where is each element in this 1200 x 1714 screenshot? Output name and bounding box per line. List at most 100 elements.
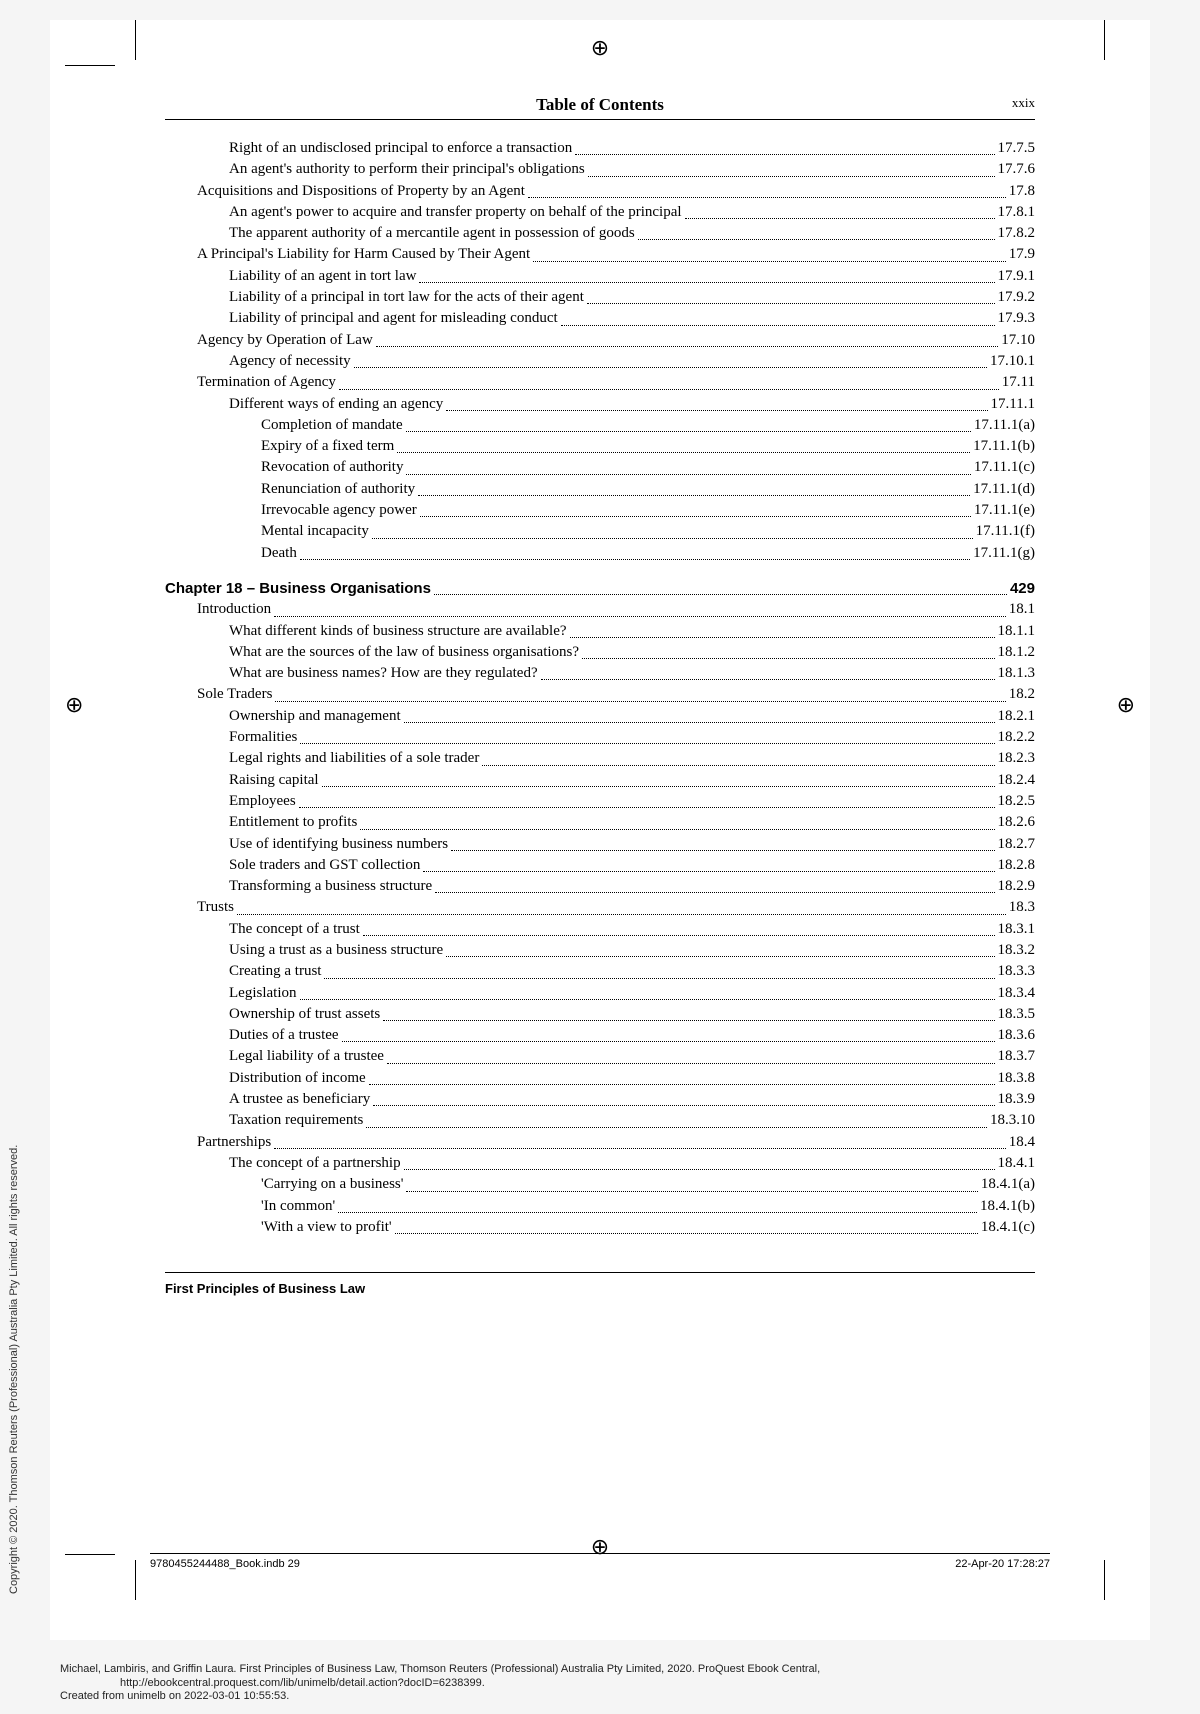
- toc-ref: 18.3.7: [998, 1046, 1036, 1067]
- toc-ref: 18.2.6: [998, 812, 1036, 833]
- toc-leader-dots: [342, 1025, 995, 1042]
- toc-leader-dots: [588, 159, 995, 176]
- toc-row: Use of identifying business numbers18.2.…: [229, 834, 1035, 855]
- toc-ref: 18.3.2: [998, 940, 1036, 961]
- toc-row: Legal liability of a trustee18.3.7: [229, 1046, 1035, 1067]
- toc-row: Agency of necessity17.10.1: [229, 351, 1035, 372]
- toc-row: A Principal's Liability for Harm Caused …: [197, 244, 1035, 265]
- toc-ref: 17.10: [1001, 330, 1035, 351]
- toc-label: The concept of a trust: [229, 919, 360, 940]
- toc-leader-dots: [446, 940, 994, 957]
- toc-row: 'Carrying on a business'18.4.1(a): [261, 1174, 1035, 1195]
- toc-row: What are the sources of the law of busin…: [229, 642, 1035, 663]
- toc-ref: 18.2: [1009, 684, 1035, 705]
- toc-row: 'With a view to profit'18.4.1(c): [261, 1217, 1035, 1238]
- page-title: Table of Contents: [165, 95, 1035, 115]
- toc-label: 'Carrying on a business': [261, 1174, 403, 1195]
- toc-label: Taxation requirements: [229, 1110, 363, 1131]
- toc-label: Death: [261, 543, 297, 564]
- toc-leader-dots: [322, 770, 995, 787]
- toc-ref: 18.4.1: [998, 1153, 1036, 1174]
- toc-leader-dots: [397, 436, 970, 453]
- toc-label: The apparent authority of a mercantile a…: [229, 223, 635, 244]
- toc-leader-dots: [376, 330, 998, 347]
- toc-leader-dots: [434, 578, 1007, 595]
- toc-leader-dots: [587, 287, 995, 304]
- toc-leader-dots: [369, 1068, 995, 1085]
- toc-leader-dots: [404, 706, 995, 723]
- toc-ref: 18.3.3: [998, 961, 1036, 982]
- toc-ref: 18.2.3: [998, 748, 1036, 769]
- toc-row: Chapter 18 – Business Organisations429: [165, 578, 1035, 599]
- toc-ref: 18.3.6: [998, 1025, 1036, 1046]
- toc-row: The concept of a trust18.3.1: [229, 919, 1035, 940]
- toc-row: Death17.11.1(g): [261, 543, 1035, 564]
- toc-row: Renunciation of authority17.11.1(d): [261, 479, 1035, 500]
- toc-row: Agency by Operation of Law17.10: [197, 330, 1035, 351]
- toc-row: An agent's power to acquire and transfer…: [229, 202, 1035, 223]
- toc-label: Transforming a business structure: [229, 876, 432, 897]
- toc-row: Revocation of authority17.11.1(c): [261, 457, 1035, 478]
- toc-label: Ownership of trust assets: [229, 1004, 380, 1025]
- toc-leader-dots: [404, 1153, 995, 1170]
- toc-label: Raising capital: [229, 770, 319, 791]
- toc-label: Employees: [229, 791, 296, 812]
- toc-label: Partnerships: [197, 1132, 271, 1153]
- toc-label: Different ways of ending an agency: [229, 394, 443, 415]
- toc-leader-dots: [338, 1196, 977, 1213]
- toc-ref: 18.3: [1009, 897, 1035, 918]
- toc-ref: 18.3.10: [990, 1110, 1035, 1131]
- toc-label: An agent's power to acquire and transfer…: [229, 202, 682, 223]
- toc-leader-dots: [423, 855, 994, 872]
- toc-ref: 18.3.4: [998, 983, 1036, 1004]
- toc-row: Legislation18.3.4: [229, 983, 1035, 1004]
- toc-row: The concept of a partnership18.4.1: [229, 1153, 1035, 1174]
- toc-leader-dots: [372, 521, 973, 538]
- footer-rule: [165, 1272, 1035, 1273]
- toc-label: Introduction: [197, 599, 271, 620]
- toc-ref: 18.4.1(b): [980, 1196, 1035, 1217]
- toc-leader-dots: [300, 543, 970, 560]
- toc-ref: 17.9.1: [998, 266, 1036, 287]
- toc-label: What are the sources of the law of busin…: [229, 642, 579, 663]
- toc-leader-dots: [395, 1217, 978, 1234]
- toc-label: Creating a trust: [229, 961, 321, 982]
- toc-ref: 17.9.2: [998, 287, 1036, 308]
- toc-row: Irrevocable agency power17.11.1(e): [261, 500, 1035, 521]
- toc-leader-dots: [299, 791, 995, 808]
- crop-line: [135, 1560, 136, 1600]
- toc-label: Sole Traders: [197, 684, 272, 705]
- toc-label: Liability of principal and agent for mis…: [229, 308, 558, 329]
- toc-ref: 18.2.2: [998, 727, 1036, 748]
- toc-label: Acquisitions and Dispositions of Propert…: [197, 181, 525, 202]
- toc-ref: 18.2.8: [998, 855, 1036, 876]
- toc-leader-dots: [685, 202, 995, 219]
- toc-leader-dots: [300, 727, 994, 744]
- toc-ref: 17.11.1(c): [974, 457, 1035, 478]
- toc-label: Liability of a principal in tort law for…: [229, 287, 584, 308]
- toc-leader-dots: [406, 457, 970, 474]
- toc-label: Termination of Agency: [197, 372, 336, 393]
- print-metadata: 9780455244488_Book.indb 29 22-Apr-20 17:…: [150, 1553, 1050, 1570]
- toc-leader-dots: [237, 897, 1006, 914]
- toc-row: Sole Traders 18.2: [197, 684, 1035, 705]
- toc-ref: 429: [1010, 578, 1035, 599]
- toc-row: Ownership and management18.2.1: [229, 706, 1035, 727]
- toc-ref: 18.4: [1009, 1132, 1035, 1153]
- toc-label: Liability of an agent in tort law: [229, 266, 416, 287]
- toc-row: Employees18.2.5: [229, 791, 1035, 812]
- crop-line: [65, 65, 115, 66]
- toc-ref: 18.4.1(c): [981, 1217, 1035, 1238]
- toc-row: Acquisitions and Dispositions of Propert…: [197, 181, 1035, 202]
- toc-row: Different ways of ending an agency17.11.…: [229, 394, 1035, 415]
- toc-row: Formalities18.2.2: [229, 727, 1035, 748]
- crop-line: [1104, 20, 1105, 60]
- toc-label: Use of identifying business numbers: [229, 834, 448, 855]
- citation-footer: Michael, Lambiris, and Griffin Laura. Fi…: [60, 1663, 1140, 1704]
- toc-ref: 18.2.1: [998, 706, 1036, 727]
- toc-ref: 17.7.5: [998, 138, 1036, 159]
- toc-label: Completion of mandate: [261, 415, 403, 436]
- toc-row: Mental incapacity17.11.1(f): [261, 521, 1035, 542]
- toc-ref: 17.11.1(d): [973, 479, 1035, 500]
- toc-ref: 18.1.1: [998, 621, 1036, 642]
